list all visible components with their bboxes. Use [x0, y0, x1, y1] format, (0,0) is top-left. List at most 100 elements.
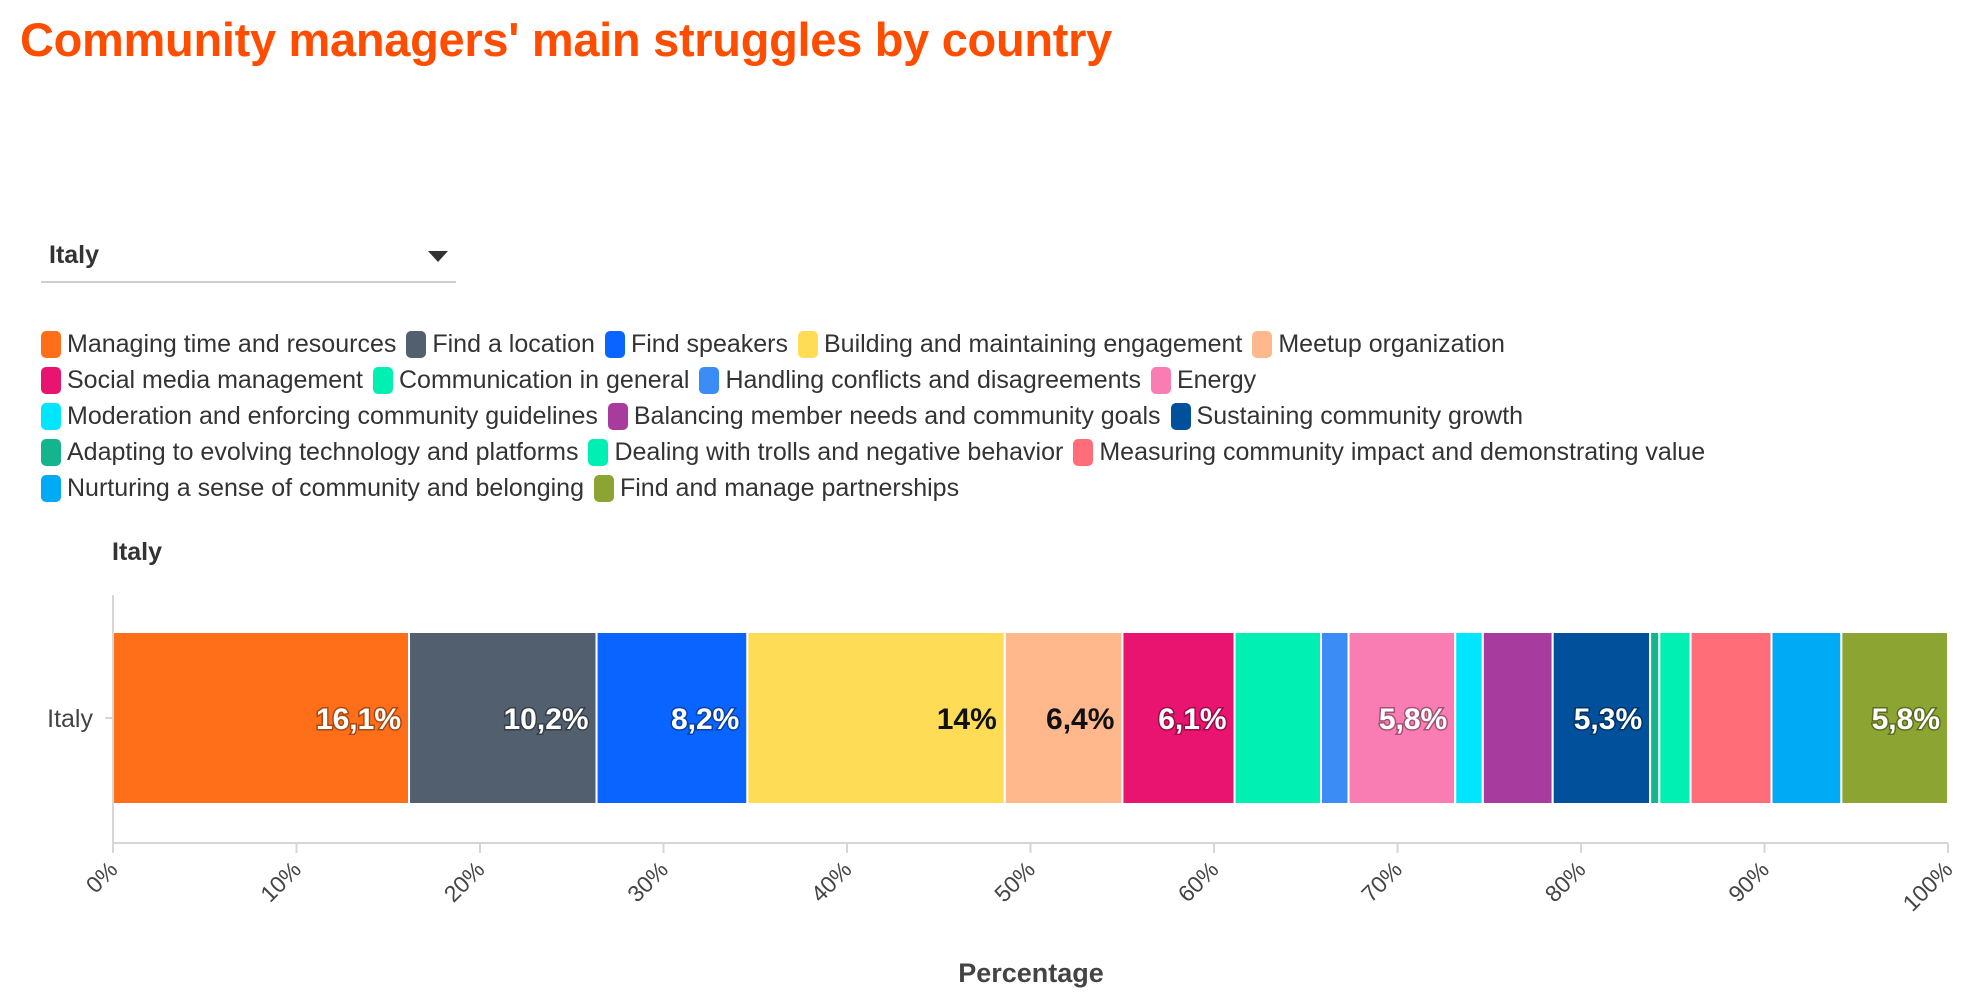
legend-label: Dealing with trolls and negative behavio… [614, 437, 1064, 466]
bar-segment[interactable] [1689, 631, 1773, 805]
legend-swatch [1170, 402, 1191, 430]
legend-swatch [41, 474, 61, 502]
data-label: 5,3% [1574, 703, 1642, 736]
legend-label: Measuring community impact and demonstra… [1099, 437, 1706, 466]
legend-item[interactable]: Handling conflicts and disagreements [699, 366, 1141, 395]
legend-item[interactable]: Energy [1150, 365, 1257, 395]
legend-label: Social media management [67, 365, 363, 394]
legend-item[interactable]: Communication in general [373, 366, 689, 395]
legend-label: Building and maintaining engagement [824, 329, 1243, 358]
x-tick-label: 100% [1898, 856, 1958, 916]
legend-item[interactable]: Social media management [41, 366, 363, 395]
legend-item[interactable]: Building and maintaining engagement [798, 330, 1242, 359]
legend-label: Balancing member needs and community goa… [633, 401, 1161, 430]
bar-segment[interactable] [1121, 631, 1236, 805]
legend-swatch [604, 330, 625, 358]
x-tick-label: 40% [806, 856, 857, 907]
legend-label: Find a location [432, 329, 595, 358]
bar-segment[interactable] [1658, 631, 1692, 805]
legend-item[interactable]: Measuring community impact and demonstra… [1073, 438, 1705, 467]
legend-label: Meetup organization [1278, 329, 1505, 358]
bar-segment[interactable] [408, 631, 598, 805]
x-tick-label: 60% [1173, 856, 1224, 907]
legend-swatch [41, 402, 61, 430]
legend-swatch [1150, 366, 1171, 394]
legend-swatch [1252, 330, 1273, 358]
data-label: 14% [937, 703, 997, 736]
country-select[interactable]: Italy [41, 233, 456, 283]
legend-item[interactable]: Adapting to evolving technology and plat… [41, 438, 578, 467]
bar-segment[interactable] [1551, 631, 1652, 805]
legend-swatch [798, 330, 818, 358]
country-select-value: Italy [49, 241, 100, 269]
legend-label: Find and manage partnerships [619, 473, 960, 502]
data-label: 10,2% [503, 703, 588, 736]
data-label: 16,1% [316, 703, 401, 736]
legend-swatch [607, 402, 628, 430]
bar-segment[interactable] [1347, 631, 1457, 805]
legend-swatch [373, 366, 393, 394]
legend-item[interactable]: Meetup organization [1252, 330, 1505, 359]
legend-swatch [1073, 438, 1094, 466]
bar-segment[interactable] [1320, 631, 1350, 805]
panel-title: Italy [112, 538, 162, 566]
legend-row: Managing time and resources Find a locati… [41, 326, 1941, 362]
bar-segment[interactable] [112, 631, 411, 805]
legend-swatch [699, 366, 720, 394]
x-tick-label: 10% [255, 856, 306, 907]
legend-item[interactable]: Find and manage partnerships [593, 473, 960, 503]
bar-segment[interactable] [1233, 631, 1323, 805]
chevron-down-icon [428, 251, 448, 262]
legend-label: Handling conflicts and disagreements [725, 365, 1141, 394]
legend-label: Sustaining community growth [1196, 401, 1524, 430]
legend-row: Nurturing a sense of community and belon… [41, 470, 1941, 506]
bar-segment[interactable] [1649, 631, 1661, 805]
legend-swatch [41, 366, 61, 394]
legend-item[interactable]: Dealing with trolls and negative behavio… [588, 438, 1063, 467]
data-label: 5,8% [1872, 703, 1940, 736]
y-tick-label: Italy [47, 705, 93, 733]
bar-segment[interactable] [1454, 631, 1484, 805]
x-axis-title: Percentage [958, 958, 1104, 988]
legend-row: Moderation and enforcing community guide… [41, 398, 1941, 434]
x-tick-label: 50% [989, 856, 1040, 907]
legend-item[interactable]: Balancing member needs and community goa… [607, 401, 1161, 431]
legend: Managing time and resources Find a locati… [41, 326, 1941, 506]
data-label: 6,4% [1046, 703, 1114, 736]
legend-swatch [41, 330, 61, 358]
legend-item[interactable]: Moderation and enforcing community guide… [41, 402, 598, 431]
legend-item[interactable]: Managing time and resources [41, 330, 396, 359]
bar-segment[interactable] [1003, 631, 1124, 805]
bar-segment[interactable] [1840, 631, 1949, 805]
legend-label: Managing time and resources [67, 329, 397, 358]
legend-label: Communication in general [399, 365, 690, 394]
data-label: 8,2% [671, 703, 739, 736]
data-label: 6,1% [1158, 703, 1226, 736]
x-tick-label: 20% [439, 856, 490, 907]
legend-label: Energy [1176, 365, 1257, 394]
bar-segment[interactable] [595, 631, 749, 805]
legend-item[interactable]: Find speakers [604, 329, 788, 359]
legend-item[interactable]: Sustaining community growth [1170, 401, 1524, 431]
legend-row: Adapting to evolving technology and plat… [41, 434, 1941, 470]
x-tick-label: 0% [81, 856, 123, 898]
bar-segment[interactable] [1481, 631, 1554, 805]
x-tick-label: 80% [1540, 856, 1591, 907]
legend-swatch [593, 474, 614, 502]
bar-segment[interactable] [746, 631, 1006, 805]
legend-swatch [41, 438, 61, 466]
legend-label: Moderation and enforcing community guide… [67, 401, 598, 430]
legend-label: Adapting to evolving technology and plat… [67, 437, 579, 466]
legend-label: Find speakers [630, 329, 788, 358]
legend-swatch [588, 438, 609, 466]
legend-item[interactable]: Find a location [406, 330, 595, 359]
legend-swatch [406, 330, 427, 358]
legend-item[interactable]: Nurturing a sense of community and belon… [41, 474, 584, 503]
x-tick-label: 30% [622, 856, 673, 907]
data-label: 5,8% [1379, 703, 1447, 736]
legend-row: Social media management Communication in … [41, 362, 1941, 398]
legend-label: Nurturing a sense of community and belon… [67, 473, 584, 502]
x-tick-label: 90% [1723, 856, 1774, 907]
chart-title: Community managers' main struggles by co… [20, 13, 1112, 66]
bar-segment[interactable] [1770, 631, 1843, 805]
